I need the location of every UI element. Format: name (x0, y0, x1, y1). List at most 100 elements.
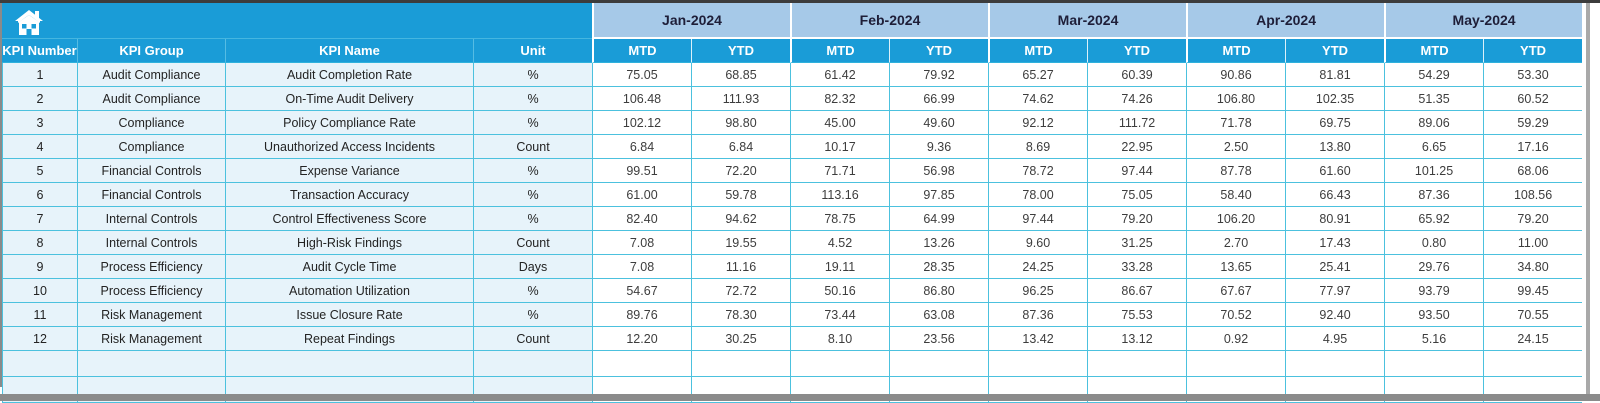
cell-kpi-number[interactable]: 9 (2, 255, 77, 279)
cell-value[interactable]: 25.41 (1285, 255, 1385, 279)
cell-value[interactable]: 5.16 (1384, 327, 1484, 351)
cell-value[interactable]: 17.16 (1483, 135, 1583, 159)
horizontal-scrollbar[interactable] (0, 394, 1600, 401)
cell-kpi-name[interactable]: On-Time Audit Delivery (225, 87, 473, 111)
col-header-unit[interactable]: Unit (473, 39, 592, 63)
cell-kpi-name[interactable]: Policy Compliance Rate (225, 111, 473, 135)
cell-value[interactable]: 82.32 (790, 87, 889, 111)
cell-value[interactable]: 0.80 (1384, 231, 1484, 255)
sub-header-mar-2024-mtd[interactable]: MTD (988, 39, 1088, 63)
cell-kpi-number[interactable]: 8 (2, 231, 77, 255)
cell-value[interactable]: 97.85 (889, 183, 989, 207)
cell-kpi-number[interactable]: 12 (2, 327, 77, 351)
cell-value[interactable]: 65.27 (988, 63, 1088, 87)
sub-header-jan-2024-mtd[interactable]: MTD (592, 39, 691, 63)
cell-value[interactable]: 61.00 (592, 183, 691, 207)
cell-kpi-group[interactable]: Financial Controls (77, 183, 225, 207)
cell-kpi-name[interactable]: Issue Closure Rate (225, 303, 473, 327)
cell-value[interactable]: 60.52 (1483, 87, 1583, 111)
col-header-kpi-group[interactable]: KPI Group (77, 39, 225, 63)
cell-unit[interactable]: % (473, 279, 592, 303)
cell-value[interactable]: 53.30 (1483, 63, 1583, 87)
cell-value[interactable]: 45.00 (790, 111, 889, 135)
empty-cell[interactable] (473, 351, 592, 377)
cell-kpi-name[interactable]: Repeat Findings (225, 327, 473, 351)
cell-kpi-number[interactable]: 2 (2, 87, 77, 111)
sub-header-jan-2024-ytd[interactable]: YTD (691, 39, 790, 63)
cell-value[interactable]: 11.16 (691, 255, 790, 279)
cell-value[interactable]: 102.12 (592, 111, 691, 135)
cell-unit[interactable]: % (473, 111, 592, 135)
cell-kpi-name[interactable]: Expense Variance (225, 159, 473, 183)
sub-header-feb-2024-ytd[interactable]: YTD (889, 39, 989, 63)
cell-value[interactable]: 89.06 (1384, 111, 1484, 135)
cell-value[interactable]: 79.20 (1483, 207, 1583, 231)
cell-value[interactable]: 24.15 (1483, 327, 1583, 351)
empty-cell[interactable] (592, 351, 691, 377)
cell-value[interactable]: 6.65 (1384, 135, 1484, 159)
cell-unit[interactable]: % (473, 303, 592, 327)
cell-value[interactable]: 75.05 (1087, 183, 1187, 207)
cell-value[interactable]: 93.79 (1384, 279, 1484, 303)
cell-value[interactable]: 0.92 (1186, 327, 1286, 351)
cell-value[interactable]: 30.25 (691, 327, 790, 351)
cell-kpi-number[interactable]: 5 (2, 159, 77, 183)
empty-cell[interactable] (1285, 351, 1385, 377)
cell-value[interactable]: 77.97 (1285, 279, 1385, 303)
cell-value[interactable]: 78.00 (988, 183, 1088, 207)
cell-value[interactable]: 111.93 (691, 87, 790, 111)
cell-kpi-name[interactable]: Control Effectiveness Score (225, 207, 473, 231)
cell-value[interactable]: 10.17 (790, 135, 889, 159)
empty-cell[interactable] (988, 351, 1088, 377)
cell-value[interactable]: 79.92 (889, 63, 989, 87)
cell-value[interactable]: 7.08 (592, 231, 691, 255)
cell-value[interactable]: 6.84 (592, 135, 691, 159)
cell-value[interactable]: 22.95 (1087, 135, 1187, 159)
cell-kpi-group[interactable]: Compliance (77, 111, 225, 135)
cell-kpi-group[interactable]: Financial Controls (77, 159, 225, 183)
empty-cell[interactable] (691, 351, 790, 377)
cell-value[interactable]: 87.36 (988, 303, 1088, 327)
cell-kpi-group[interactable]: Audit Compliance (77, 87, 225, 111)
cell-value[interactable]: 93.50 (1384, 303, 1484, 327)
cell-value[interactable]: 33.28 (1087, 255, 1187, 279)
cell-value[interactable]: 28.35 (889, 255, 989, 279)
cell-value[interactable]: 97.44 (1087, 159, 1187, 183)
cell-unit[interactable]: Count (473, 231, 592, 255)
cell-kpi-name[interactable]: High-Risk Findings (225, 231, 473, 255)
cell-value[interactable]: 9.60 (988, 231, 1088, 255)
cell-value[interactable]: 113.16 (790, 183, 889, 207)
cell-value[interactable]: 68.85 (691, 63, 790, 87)
empty-cell[interactable] (790, 351, 889, 377)
cell-value[interactable]: 78.72 (988, 159, 1088, 183)
cell-kpi-number[interactable]: 7 (2, 207, 77, 231)
cell-value[interactable]: 11.00 (1483, 231, 1583, 255)
empty-cell[interactable] (2, 351, 77, 377)
cell-value[interactable]: 87.78 (1186, 159, 1286, 183)
cell-value[interactable]: 75.53 (1087, 303, 1187, 327)
cell-value[interactable]: 108.56 (1483, 183, 1583, 207)
cell-value[interactable]: 13.12 (1087, 327, 1187, 351)
cell-value[interactable]: 34.80 (1483, 255, 1583, 279)
cell-value[interactable]: 97.44 (988, 207, 1088, 231)
cell-value[interactable]: 72.20 (691, 159, 790, 183)
cell-value[interactable]: 90.86 (1186, 63, 1286, 87)
cell-value[interactable]: 74.26 (1087, 87, 1187, 111)
cell-value[interactable]: 54.29 (1384, 63, 1484, 87)
cell-value[interactable]: 58.40 (1186, 183, 1286, 207)
cell-unit[interactable]: % (473, 87, 592, 111)
cell-value[interactable]: 101.25 (1384, 159, 1484, 183)
cell-value[interactable]: 4.95 (1285, 327, 1385, 351)
cell-unit[interactable]: Days (473, 255, 592, 279)
month-header-feb-2024[interactable]: Feb-2024 (790, 3, 989, 39)
sub-header-feb-2024-mtd[interactable]: MTD (790, 39, 889, 63)
cell-value[interactable]: 89.76 (592, 303, 691, 327)
cell-value[interactable]: 13.65 (1186, 255, 1286, 279)
cell-value[interactable]: 70.55 (1483, 303, 1583, 327)
cell-kpi-name[interactable]: Automation Utilization (225, 279, 473, 303)
cell-value[interactable]: 8.10 (790, 327, 889, 351)
cell-value[interactable]: 67.67 (1186, 279, 1286, 303)
cell-kpi-group[interactable]: Compliance (77, 135, 225, 159)
empty-cell[interactable] (77, 351, 225, 377)
empty-cell[interactable] (1186, 351, 1286, 377)
